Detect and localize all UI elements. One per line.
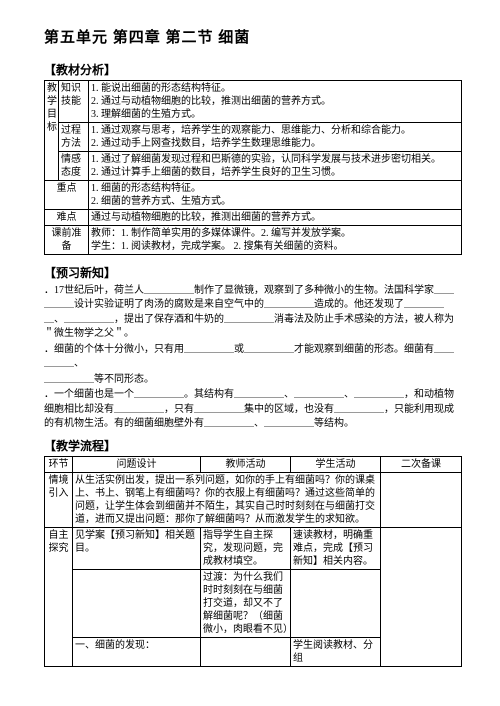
- cell: [73, 569, 201, 637]
- line: 1. 通过观察与思考，培养学生的观察能力、思维能力、分析和综合能力。: [91, 124, 459, 137]
- line: 2. 通过计算手上细菌的数目，培养学生良好的卫生习惯。: [91, 166, 459, 179]
- table-row: 难点 通过与动植物细胞的比较，推测出细菌的营养方式。: [45, 210, 462, 226]
- line: 1. 细菌的形态结构特征。: [91, 182, 459, 195]
- cell: 速读教材，明确重难点，完成【预习新知】相关内容。: [291, 527, 381, 569]
- cell: [291, 569, 381, 637]
- table-row: 教学目标 知识技能 1. 能说出细菌的形态结构特征。 2. 通过与动植物细胞的比…: [45, 81, 462, 123]
- line: 2. 细菌的营养方式、生殖方式。: [91, 195, 459, 208]
- line: 3. 理解细菌的生殖方式。: [91, 108, 459, 121]
- table-row: 情感态度 1. 通过了解细菌发现过程和巴斯德的实验，认同科学发展与技术进步密切相…: [45, 152, 462, 181]
- header-cell: 教师活动: [201, 456, 291, 472]
- cell: 情感态度: [59, 152, 89, 181]
- cell: 课前准备: [45, 226, 89, 255]
- line: 教师：1. 制作简单实用的多媒体课件。2. 编写并发放学案。: [91, 227, 459, 240]
- line: 2. 通过与动植物细胞的比较，推测出细菌的营养方式。: [91, 95, 459, 108]
- cell: [201, 637, 291, 666]
- table-row: 课前准备 教师：1. 制作简单实用的多媒体课件。2. 编写并发放学案。 学生：1…: [45, 226, 462, 255]
- line: 1. 能说出细菌的形态结构特征。: [91, 82, 459, 95]
- preview-para-2: ．细菌的个体十分微小，只有用＿＿＿＿＿或＿＿＿＿＿才能观察到细菌的形态。细菌有＿…: [44, 343, 462, 372]
- cell: 重点: [45, 181, 89, 210]
- section-analysis: 【教材分析】: [44, 62, 462, 78]
- cell: [381, 527, 462, 666]
- cell: 知识技能: [59, 81, 89, 123]
- cell: 一、细菌的发现：: [73, 637, 201, 666]
- table-row: 情境引入 从生活实例出发，提出一系列问题，如你的手上有细菌吗？你的课桌上、书上、…: [45, 472, 462, 527]
- section-flow: 【教学流程】: [44, 438, 462, 454]
- cell: 学生阅读教材、分组: [291, 637, 381, 666]
- cell: 1. 通过了解细菌发现过程和巴斯德的实验，认同科学发展与技术进步密切相关。 2.…: [89, 152, 462, 181]
- cell: 过渡：为什么我们时时刻刻在与细菌打交道，却又不了解细菌呢？（细菌微小，肉眼看不见…: [201, 569, 291, 637]
- page-title: 第五单元 第四章 第二节 细菌: [44, 28, 462, 48]
- table-row: 自主探究 见学案【预习新知】相关题目。 指导学生自主探究，发现问题，完成教材填空…: [45, 527, 462, 569]
- analysis-table: 教学目标 知识技能 1. 能说出细菌的形态结构特征。 2. 通过与动植物细胞的比…: [44, 80, 462, 255]
- cell: 情境引入: [45, 472, 73, 527]
- cell: [381, 472, 462, 527]
- line: 2. 通过动手上网查找数目，培养学生数理思维能力。: [91, 137, 459, 150]
- line: 学生：1. 阅读教材，完成学案。 2. 搜集有关细菌的资料。: [91, 240, 459, 253]
- table-row: 环节 问题设计 教师活动 学生活动 二次备课: [45, 456, 462, 472]
- header-cell: 问题设计: [73, 456, 201, 472]
- cell: 1. 能说出细菌的形态结构特征。 2. 通过与动植物细胞的比较，推测出细菌的营养…: [89, 81, 462, 123]
- section-preview: 【预习新知】: [44, 265, 462, 281]
- cell: 从生活实例出发，提出一系列问题，如你的手上有细菌吗？你的课桌上、书上、钢笔上有细…: [73, 472, 381, 527]
- cell: 1. 通过观察与思考，培养学生的观察能力、思维能力、分析和综合能力。 2. 通过…: [89, 123, 462, 152]
- cell: 过程方法: [59, 123, 89, 152]
- header-cell: 二次备课: [381, 456, 462, 472]
- cell: 见学案【预习新知】相关题目。: [73, 527, 201, 569]
- cell: 指导学生自主探究，发现问题，完成教材填空。: [201, 527, 291, 569]
- table-row: 过程方法 1. 通过观察与思考，培养学生的观察能力、思维能力、分析和综合能力。 …: [45, 123, 462, 152]
- cell: 难点: [45, 210, 89, 226]
- cell: 教师：1. 制作简单实用的多媒体课件。2. 编写并发放学案。 学生：1. 阅读教…: [89, 226, 462, 255]
- preview-para-4: ．一个细菌也是一个＿＿＿＿＿。其结构有＿＿＿＿＿、＿＿＿＿＿、＿＿＿＿＿，和动植…: [44, 388, 462, 432]
- cell: 自主探究: [45, 527, 73, 666]
- cell: 通过与动植物细胞的比较，推测出细菌的营养方式。: [89, 210, 462, 226]
- preview-para-1: ．17世纪后叶，荷兰人＿＿＿＿＿制作了显微镜，观察到了多种微小的生物。法国科学家…: [44, 284, 462, 342]
- table-row: 重点 1. 细菌的形态结构特征。 2. 细菌的营养方式、生殖方式。: [45, 181, 462, 210]
- cell-objective: 教学目标: [45, 81, 59, 181]
- header-cell: 环节: [45, 456, 73, 472]
- preview-para-3: ＿＿＿＿＿等不同形态。: [44, 373, 462, 388]
- cell: 1. 细菌的形态结构特征。 2. 细菌的营养方式、生殖方式。: [89, 181, 462, 210]
- header-cell: 学生活动: [291, 456, 381, 472]
- flow-table: 环节 问题设计 教师活动 学生活动 二次备课 情境引入 从生活实例出发，提出一系…: [44, 456, 462, 667]
- line: 1. 通过了解细菌发现过程和巴斯德的实验，认同科学发展与技术进步密切相关。: [91, 153, 459, 166]
